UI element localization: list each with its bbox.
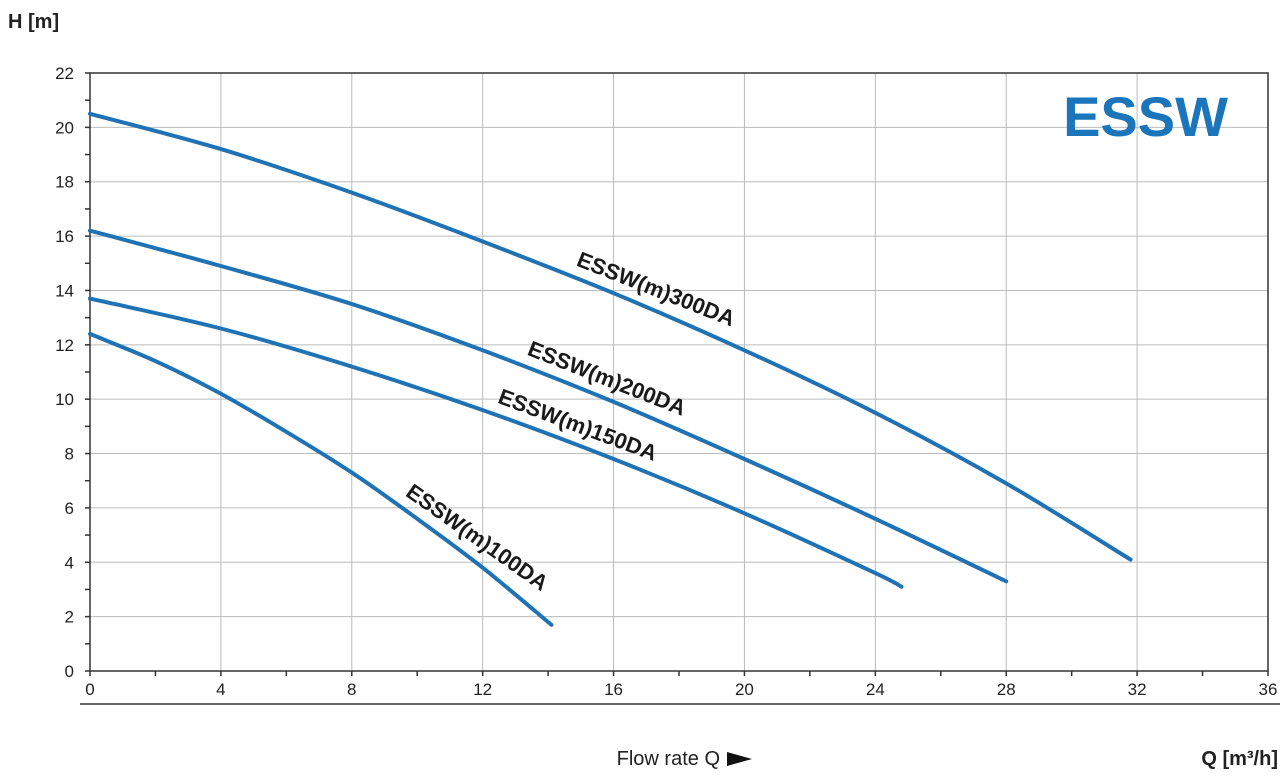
- series-line-3: [88, 296, 904, 589]
- x-tick-labels: 0 4 8 12 16 20 24 28 32 36: [85, 680, 1277, 699]
- x-tick-label: 0: [85, 680, 94, 699]
- x-axis-title: Q [m³/h]: [1201, 748, 1278, 770]
- y-axis-title: H [m]: [8, 11, 59, 33]
- y-tick-label: 6: [65, 499, 74, 518]
- y-tick-labels: 0 2 4 6 8 10 12 14 16 18 20 22: [55, 64, 74, 681]
- series-label-4: ESSW(m)100DA: [402, 479, 553, 596]
- y-tick-label: 16: [55, 227, 74, 246]
- x-tick-label: 32: [1128, 680, 1147, 699]
- series-line-2: [88, 228, 1009, 584]
- y-tick-label: 12: [55, 336, 74, 355]
- y-tick-label: 10: [55, 390, 74, 409]
- x-tick-label: 20: [735, 680, 754, 699]
- y-tick-label: 8: [65, 445, 74, 464]
- x-tick-label: 8: [347, 680, 356, 699]
- series-curves: [88, 111, 1133, 627]
- y-tick-label: 14: [55, 281, 74, 300]
- x-tick-label: 36: [1259, 680, 1278, 699]
- x-tick-label: 12: [473, 680, 492, 699]
- flow-rate-caption: Flow rate Q: [617, 748, 720, 770]
- arrow-right-icon: [727, 752, 752, 766]
- series-line-4: [88, 331, 554, 627]
- y-tick-label: 2: [65, 608, 74, 627]
- y-tick-label: 22: [55, 64, 74, 83]
- x-tick-label: 16: [604, 680, 623, 699]
- y-tick-label: 0: [65, 662, 74, 681]
- x-tick-label: 4: [216, 680, 225, 699]
- axes: [85, 72, 1269, 676]
- y-tick-label: 4: [65, 553, 74, 572]
- y-tick-label: 18: [55, 173, 74, 192]
- x-tick-label: 24: [866, 680, 885, 699]
- y-tick-label: 20: [55, 118, 74, 137]
- chart-title: ESSW: [1063, 85, 1228, 148]
- x-tick-label: 28: [997, 680, 1016, 699]
- series-line-1: [88, 111, 1133, 562]
